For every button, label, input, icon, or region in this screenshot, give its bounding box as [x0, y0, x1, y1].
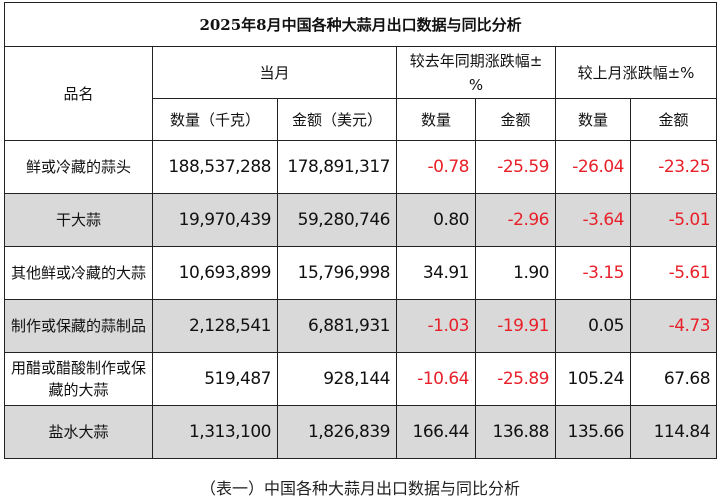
header-name: 品名: [4, 46, 153, 141]
cell-yoy-amount: 1.90: [475, 246, 556, 300]
cell-amount: 1,826,839: [277, 405, 397, 459]
cell-mom-amount: -4.73: [629, 299, 718, 353]
cell-yoy-qty: 34.91: [396, 246, 476, 300]
cell-amount: 928,144: [277, 352, 397, 406]
cell-mom-amount: -5.61: [629, 246, 718, 300]
product-name: 用醋或醋酸制作或保藏的大蒜: [4, 352, 153, 406]
header-yoy-qty: 数量: [396, 98, 476, 141]
table-row: 干大蒜 19,970,439 59,280,746 0.80 -2.96 -3.64 -5.…: [4, 193, 718, 247]
cell-mom-qty: -3.64: [555, 193, 631, 247]
cell-mom-qty: 105.24: [555, 352, 631, 406]
cell-mom-amount: 114.84: [629, 405, 718, 459]
cell-yoy-amount: 136.88: [475, 405, 556, 459]
cell-qty: 2,128,541: [152, 299, 278, 353]
cell-yoy-qty: 166.44: [396, 405, 476, 459]
cell-yoy-amount: -2.96: [475, 193, 556, 247]
cell-yoy-qty: -10.64: [396, 352, 476, 406]
header-amount-usd: 金额（美元）: [277, 98, 397, 141]
header-current-month: 当月: [152, 46, 397, 99]
table-row: 鲜或冷藏的蒜头 188,537,288 178,891,317 -0.78 -25.59…: [4, 140, 718, 194]
cell-yoy-amount: -25.89: [475, 352, 556, 406]
cell-yoy-qty: 0.80: [396, 193, 476, 247]
header-qty-kg: 数量（千克）: [152, 98, 278, 141]
header-yoy-amount: 金额: [475, 98, 556, 141]
cell-mom-amount: -23.25: [629, 140, 718, 194]
table-row: 用醋或醋酸制作或保藏的大蒜 519,487 928,144 -10.64 -25.89 1…: [4, 352, 718, 406]
header-mom-qty: 数量: [555, 98, 631, 141]
cell-mom-qty: -3.15: [555, 246, 631, 300]
product-name: 盐水大蒜: [4, 405, 153, 459]
cell-mom-qty: -26.04: [555, 140, 631, 194]
table-title: 2025年8月中国各种大蒜月出口数据与同比分析: [3, 2, 718, 47]
header-yoy: 较去年同期涨跌幅±%: [396, 46, 556, 99]
table-row: 制作或保藏的蒜制品 2,128,541 6,881,931 -1.03 -19.91 0.…: [4, 299, 718, 353]
product-name: 制作或保藏的蒜制品: [4, 299, 153, 353]
cell-yoy-amount: -19.91: [475, 299, 556, 353]
cell-amount: 6,881,931: [277, 299, 397, 353]
table-row: 其他鲜或冷藏的大蒜 10,693,899 15,796,998 34.91 1.90 -3…: [4, 246, 718, 300]
cell-mom-amount: -5.01: [629, 193, 718, 247]
cell-amount: 15,796,998: [277, 246, 397, 300]
cell-yoy-qty: -0.78: [396, 140, 476, 194]
cell-qty: 1,313,100: [152, 405, 278, 459]
product-name: 干大蒜: [4, 193, 153, 247]
cell-yoy-qty: -1.03: [396, 299, 476, 353]
table-row: 盐水大蒜 1,313,100 1,826,839 166.44 136.88 135.66…: [4, 405, 718, 459]
table-caption: （表一）中国各种大蒜月出口数据与同比分析: [199, 479, 520, 498]
garlic-export-table: 2025年8月中国各种大蒜月出口数据与同比分析 品名 当月 较去年同期涨跌幅±%…: [3, 2, 718, 459]
header-mom-amount: 金额: [629, 98, 718, 141]
cell-mom-qty: 135.66: [555, 405, 631, 459]
cell-qty: 19,970,439: [152, 193, 278, 247]
cell-mom-amount: 67.68: [629, 352, 718, 406]
product-name: 其他鲜或冷藏的大蒜: [4, 246, 153, 300]
cell-yoy-amount: -25.59: [475, 140, 556, 194]
cell-amount: 178,891,317: [277, 140, 397, 194]
cell-qty: 10,693,899: [152, 246, 278, 300]
cell-amount: 59,280,746: [277, 193, 397, 247]
cell-mom-qty: 0.05: [555, 299, 631, 353]
cell-qty: 188,537,288: [152, 140, 278, 194]
product-name: 鲜或冷藏的蒜头: [4, 140, 153, 194]
cell-qty: 519,487: [152, 352, 278, 406]
header-mom: 较上月涨跌幅±%: [554, 46, 718, 99]
